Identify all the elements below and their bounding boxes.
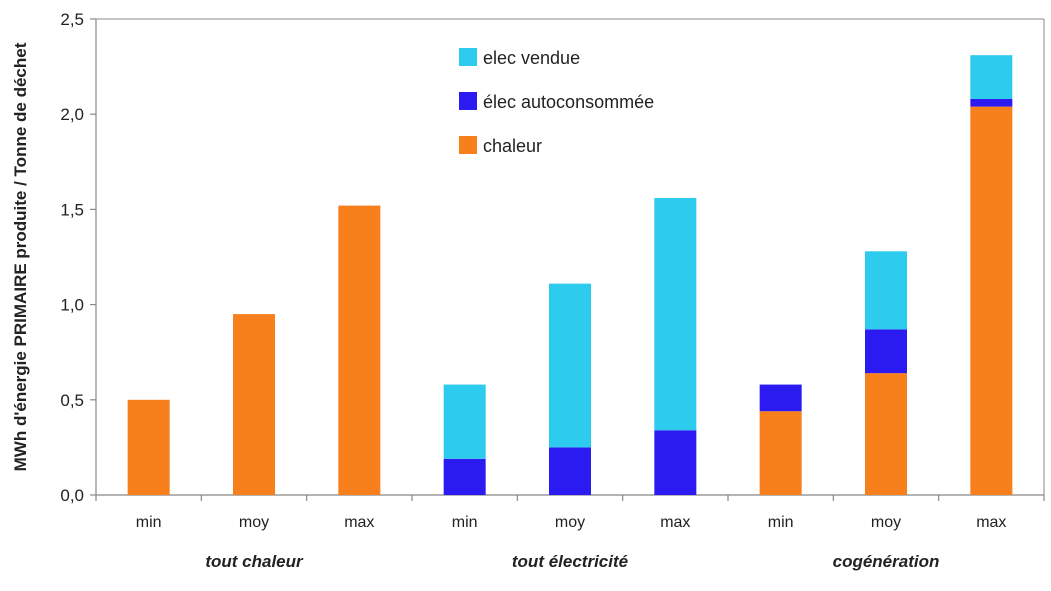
y-axis-title: MWh d'énergie PRIMAIRE produite / Tonne …: [11, 42, 30, 471]
y-tick-label: 1,0: [60, 296, 84, 315]
bar-segment-chaleur: [338, 205, 381, 496]
x-category-label: max: [976, 514, 1006, 531]
x-category-label: moy: [239, 514, 269, 531]
bar-segment-chaleur: [865, 373, 907, 495]
y-tick-label: 0,5: [60, 391, 84, 410]
bar-segment-élec-autoconsommée: [865, 329, 907, 374]
legend-swatch: [459, 136, 477, 154]
bar-segment-chaleur: [970, 106, 1013, 496]
group-label: tout chaleur: [205, 552, 304, 571]
x-category-labels: min moy max min moy max min moy max: [95, 495, 1045, 531]
bars: [127, 55, 1013, 496]
x-category-label: min: [768, 514, 794, 531]
bar-segment-élec-autoconsommée: [654, 430, 697, 495]
y-tick-label: 0,0: [60, 486, 84, 505]
legend: elec vendue élec autoconsommée chaleur: [437, 32, 785, 180]
y-tick-label: 2,5: [60, 10, 84, 29]
bar-segment-chaleur: [127, 399, 170, 495]
group-label: tout électricité: [512, 552, 628, 571]
bar-segment-élec-autoconsommée: [549, 447, 591, 495]
bar-segment-elec-vendue: [654, 197, 697, 431]
x-category-label: max: [660, 514, 690, 531]
x-category-label: moy: [871, 514, 901, 531]
y-tick-label: 1,5: [60, 200, 84, 219]
bar-segment-elec-vendue: [443, 384, 486, 459]
bar-segment-élec-autoconsommée: [759, 384, 802, 412]
group-label: cogénération: [833, 552, 940, 571]
bar-segment-elec-vendue: [865, 251, 907, 330]
legend-label: élec autoconsommée: [483, 92, 654, 112]
bar-segment-chaleur: [759, 411, 802, 495]
bar-segment-elec-vendue: [970, 55, 1013, 99]
x-category-label: max: [344, 514, 374, 531]
bar-segment-élec-autoconsommée: [443, 458, 486, 495]
y-ticks: 0,0 0,5 1,0 1,5 2,0 2,5: [60, 10, 96, 505]
y-tick-label: 2,0: [60, 105, 84, 124]
x-category-label: min: [136, 514, 162, 531]
legend-swatch: [459, 48, 477, 66]
legend-label: elec vendue: [483, 48, 580, 68]
x-category-label: min: [452, 514, 478, 531]
bar-segment-elec-vendue: [549, 283, 591, 448]
legend-label: chaleur: [483, 136, 542, 156]
legend-background: [437, 32, 785, 180]
x-category-label: moy: [555, 514, 585, 531]
legend-swatch: [459, 92, 477, 110]
group-labels: tout chaleur tout électricité cogénération: [205, 552, 939, 571]
bar-segment-élec-autoconsommée: [970, 98, 1013, 107]
bar-segment-chaleur: [233, 314, 275, 495]
